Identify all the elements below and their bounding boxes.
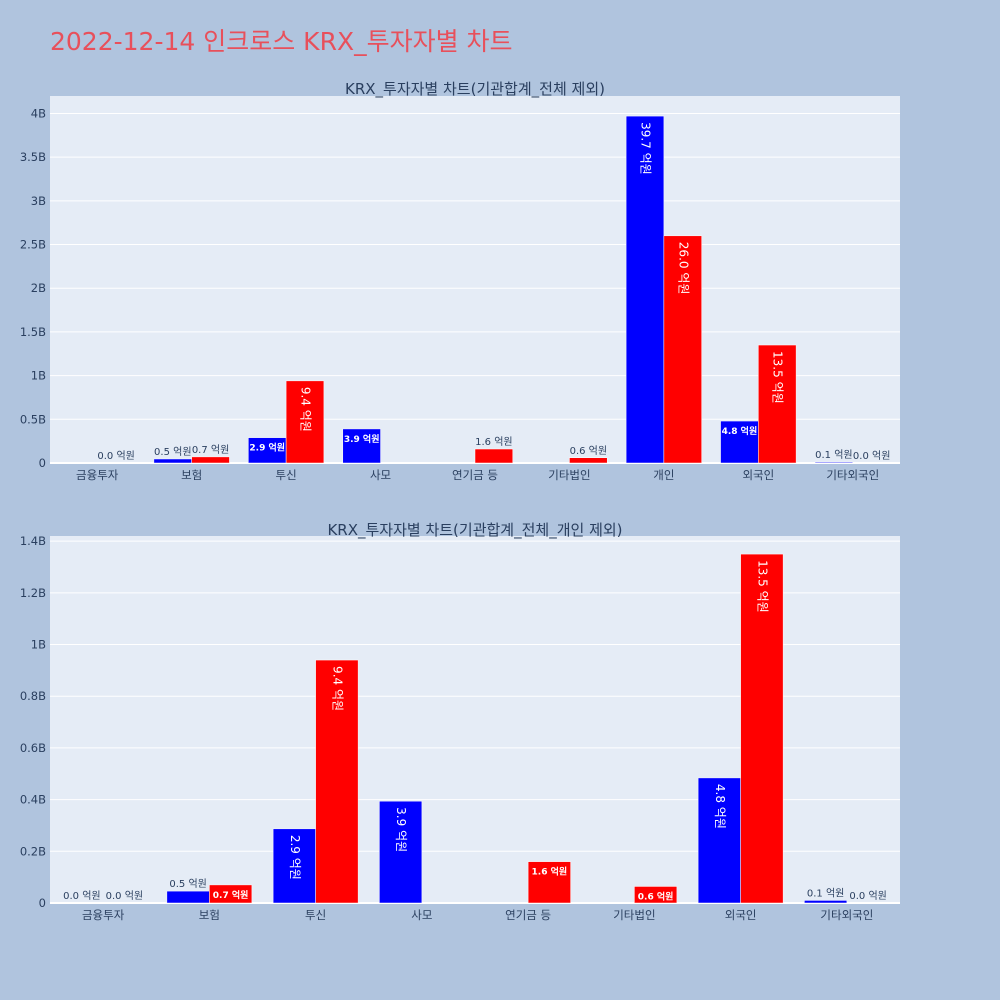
data-label: 9.4 억원 [330, 666, 344, 711]
data-label: 3.9 억원 [344, 433, 380, 445]
data-label: 0.7 억원 [213, 889, 249, 901]
bar [634, 886, 678, 904]
data-label: 0.0 억원 [849, 890, 886, 902]
chart-title: KRX_투자자별 차트(기관합계_전체_개인 제외) [327, 521, 622, 540]
data-label: 13.5 억원 [771, 351, 785, 404]
bar [663, 235, 702, 464]
y-tick-label: 4B [31, 106, 46, 120]
bar [474, 448, 514, 464]
data-label: 1.6 억원 [532, 866, 568, 878]
chart-title: KRX_투자자별 차트(기관합계_전체 제외) [345, 80, 605, 99]
x-tick-label: 기타법인 [548, 468, 590, 482]
bar [569, 457, 608, 464]
x-tick-label: 사모 [411, 908, 432, 922]
data-label: 0.0 억원 [97, 450, 134, 462]
bar [315, 659, 359, 904]
x-tick-label: 투신 [305, 908, 326, 922]
bar [285, 380, 325, 464]
chart-krx-investor-excluding-institution-total: KRX_투자자별 차트(기관합계_전체 제외) 0 0.5B 1B 1.5B 2B 2.5B… [20, 80, 900, 482]
bar [697, 777, 741, 904]
data-label: 2.9 억원 [249, 442, 285, 454]
bar [272, 828, 316, 904]
y-tick-label: 1.5B [20, 325, 46, 339]
y-tick-label: 1.2B [20, 586, 46, 600]
bar [191, 456, 230, 464]
data-label: 3.9 억원 [394, 807, 408, 852]
page-title: 2022-12-14 인크로스 KRX_투자자별 차트 [50, 27, 513, 56]
data-label: 4.8 억원 [713, 784, 727, 829]
data-label: 0.6 억원 [638, 890, 674, 902]
y-tick-label: 1B [31, 638, 46, 652]
data-label: 0.5 억원 [154, 446, 191, 458]
data-label: 0.0 억원 [853, 450, 890, 462]
x-tick-label: 개인 [653, 468, 674, 482]
data-label: 0.1 억원 [815, 449, 852, 461]
y-tick-label: 3.5B [20, 150, 46, 164]
data-label: 0.7 억원 [192, 444, 229, 456]
data-label: 0.0 억원 [106, 890, 143, 902]
y-tick-label: 0 [39, 896, 46, 910]
x-tick-label: 금융투자 [82, 908, 125, 922]
bar [625, 115, 665, 464]
y-tick-label: 0 [39, 456, 46, 470]
y-tick-label: 0.4B [20, 793, 46, 807]
bar [814, 461, 854, 464]
y-tick-label: 0.8B [20, 689, 46, 703]
x-tick-label: 보험 [181, 468, 202, 482]
x-tick-label: 외국인 [742, 468, 774, 482]
bar [527, 861, 571, 904]
x-tick-label: 연기금 등 [505, 908, 551, 922]
data-label: 13.5 억원 [755, 560, 769, 613]
x-tick-label: 외국인 [725, 908, 757, 922]
bar [379, 800, 423, 904]
data-label: 2.9 억원 [288, 835, 302, 880]
y-tick-label: 0.6B [20, 741, 46, 755]
y-tick-label: 2.5B [20, 238, 46, 252]
bar [740, 553, 784, 904]
x-tick-label: 투신 [276, 468, 297, 482]
bar [342, 428, 381, 464]
data-label: 1.6 억원 [475, 436, 512, 448]
x-tick-label: 기타외국인 [826, 468, 879, 482]
x-tick-label: 금융투자 [76, 468, 119, 482]
bar [209, 884, 253, 904]
x-tick-label: 사모 [370, 468, 391, 482]
x-tick-label: 보험 [199, 908, 220, 922]
data-label: 0.6 억원 [570, 445, 607, 457]
y-tick-label: 3B [31, 194, 46, 208]
data-label: 26.0 억원 [676, 242, 690, 295]
bar [804, 900, 848, 904]
data-label: 39.7 억원 [639, 122, 653, 175]
data-label: 0.1 억원 [807, 887, 844, 899]
data-label: 0.0 억원 [63, 890, 100, 902]
bar [166, 890, 210, 904]
bar [248, 437, 287, 464]
y-tick-label: 1B [31, 369, 46, 383]
x-tick-label: 연기금 등 [452, 468, 498, 482]
x-tick-label: 기타법인 [613, 908, 655, 922]
y-tick-label: 2B [31, 281, 46, 295]
data-label: 4.8 억원 [722, 425, 758, 437]
bar [758, 344, 797, 464]
data-label: 9.4 억원 [299, 387, 313, 432]
y-tick-label: 1.4B [20, 534, 46, 548]
x-tick-label: 기타외국인 [820, 908, 873, 922]
y-tick-label: 0.2B [20, 844, 46, 858]
y-tick-label: 0.5B [20, 412, 46, 426]
data-label: 0.5 억원 [169, 878, 206, 890]
